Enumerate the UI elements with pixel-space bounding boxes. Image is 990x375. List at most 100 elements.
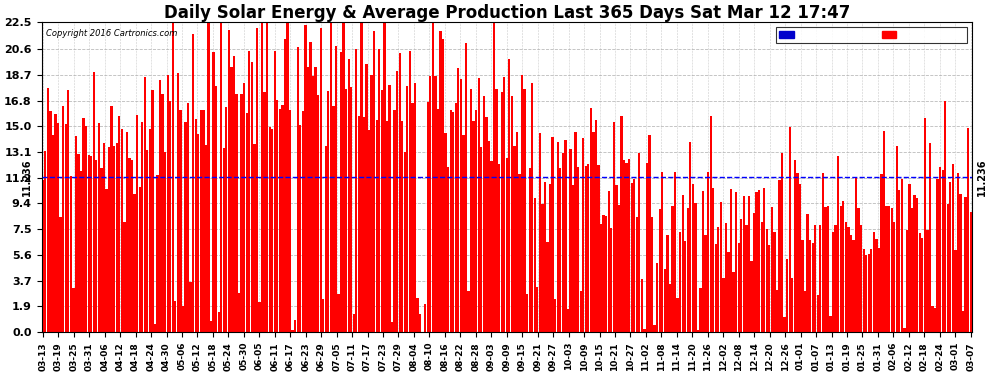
Bar (641, 279, 644, 332)
Bar (493, 22, 495, 332)
Bar (633, 179, 636, 332)
Bar (804, 291, 806, 332)
Bar (825, 207, 827, 332)
Bar (98, 123, 100, 332)
Bar (572, 185, 574, 332)
Bar (495, 89, 498, 332)
Bar (414, 83, 416, 332)
Bar (409, 51, 411, 332)
Bar (699, 288, 702, 332)
Bar (783, 317, 786, 332)
Bar (844, 222, 847, 332)
Bar (375, 120, 378, 332)
Bar (862, 249, 865, 332)
Bar (485, 117, 487, 332)
Bar (548, 184, 551, 332)
Bar (419, 314, 421, 332)
Bar (233, 57, 236, 332)
Bar (236, 94, 238, 332)
Bar (689, 142, 691, 332)
Bar (417, 298, 419, 332)
Bar (103, 142, 105, 332)
Bar (860, 225, 862, 332)
Bar (508, 59, 511, 332)
Bar (472, 121, 475, 332)
Bar (964, 197, 967, 332)
Bar (159, 80, 161, 332)
Bar (878, 248, 880, 332)
Bar (139, 188, 141, 332)
Bar (799, 184, 801, 332)
Bar (745, 225, 747, 332)
Bar (603, 215, 605, 332)
Bar (849, 235, 852, 332)
Bar (144, 76, 146, 332)
Bar (246, 112, 248, 332)
Bar (151, 90, 153, 332)
Bar (424, 304, 427, 332)
Bar (118, 116, 121, 332)
Bar (666, 235, 668, 332)
Bar (378, 49, 380, 332)
Bar (462, 135, 464, 332)
Bar (531, 83, 534, 332)
Bar (368, 130, 370, 332)
Bar (529, 168, 531, 332)
Bar (459, 79, 462, 332)
Bar (778, 180, 781, 332)
Bar (437, 108, 440, 332)
Bar (574, 132, 577, 332)
Bar (171, 22, 174, 332)
Bar (483, 96, 485, 332)
Bar (867, 254, 870, 332)
Bar (623, 160, 625, 332)
Bar (197, 134, 199, 332)
Bar (932, 306, 934, 332)
Bar (628, 159, 631, 332)
Bar (937, 180, 939, 332)
Bar (174, 301, 176, 332)
Bar (781, 153, 783, 332)
Bar (857, 208, 859, 332)
Bar (608, 190, 610, 332)
Bar (148, 129, 151, 332)
Bar (954, 250, 956, 332)
Bar (477, 78, 480, 332)
Bar (153, 324, 156, 332)
Bar (513, 146, 516, 332)
Bar (126, 132, 128, 332)
Bar (927, 230, 929, 332)
Bar (639, 153, 641, 332)
Bar (177, 73, 179, 332)
Bar (663, 269, 666, 332)
Bar (213, 52, 215, 332)
Bar (187, 103, 189, 332)
Bar (934, 308, 937, 332)
Bar (210, 321, 212, 332)
Bar (814, 225, 817, 332)
Bar (243, 82, 246, 332)
Bar (771, 207, 773, 332)
Bar (322, 299, 325, 332)
Bar (45, 151, 47, 332)
Bar (582, 138, 584, 332)
Bar (534, 198, 536, 332)
Bar (64, 124, 67, 332)
Bar (393, 110, 396, 332)
Text: 11.236: 11.236 (22, 159, 33, 196)
Bar (758, 190, 760, 332)
Bar (648, 135, 650, 332)
Bar (835, 225, 837, 332)
Bar (656, 262, 658, 332)
Bar (345, 89, 347, 332)
Bar (276, 100, 278, 332)
Bar (309, 42, 312, 332)
Bar (875, 239, 877, 332)
Bar (263, 93, 265, 332)
Bar (702, 191, 704, 332)
Bar (669, 284, 671, 332)
Bar (501, 92, 503, 332)
Bar (681, 195, 684, 332)
Bar (610, 228, 613, 332)
Bar (832, 232, 835, 332)
